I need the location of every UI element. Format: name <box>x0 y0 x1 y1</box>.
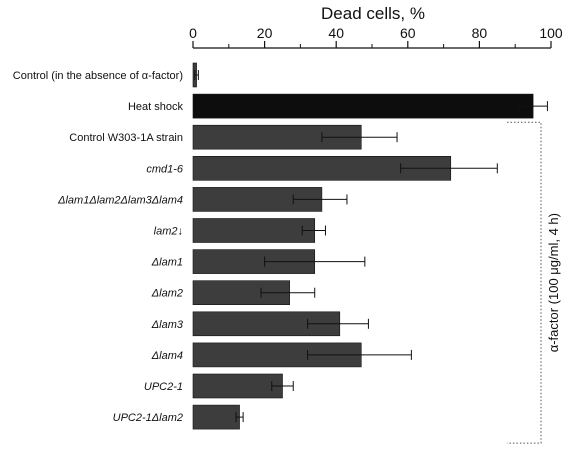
category-label: Control (in the absence of α-factor) <box>13 70 183 82</box>
x-tick-label: 0 <box>189 25 197 41</box>
x-tick-label: 60 <box>400 25 416 41</box>
alpha-factor-bracket: α-factor (100 μg/ml, 4 h) <box>507 121 561 444</box>
category-label: Δlam4 <box>151 350 183 362</box>
x-tick-label: 20 <box>257 25 273 41</box>
bars-group <box>192 62 548 430</box>
x-tick-label: 40 <box>328 25 344 41</box>
category-labels: Control (in the absence of α-factor) Heat… <box>13 70 184 424</box>
category-label: Δlam1 <box>151 257 183 269</box>
bar <box>192 93 534 119</box>
category-label: Δlam3 <box>151 319 184 331</box>
x-tick-label: 100 <box>539 25 563 41</box>
bar <box>192 218 316 243</box>
category-label: Control W303-1A strain <box>69 132 183 144</box>
bar <box>192 404 240 430</box>
category-label: lam2↓ <box>154 226 183 238</box>
x-axis: 0 20 40 60 80 100 <box>189 25 563 49</box>
bracket-label: α-factor (100 μg/ml, 4 h) <box>546 213 561 352</box>
bracket-line <box>507 121 542 444</box>
category-label: Δlam2 <box>151 288 183 300</box>
category-label: Δlam1Δlam2Δlam3Δlam4 <box>57 194 183 206</box>
x-tick-label: 80 <box>472 25 488 41</box>
chart-title: Dead cells, % <box>321 4 425 23</box>
bar <box>192 373 283 399</box>
category-label: UPC2-1 <box>144 381 183 393</box>
category-label: cmd1-6 <box>146 163 184 175</box>
category-label: UPC2-1Δlam2 <box>113 412 183 424</box>
category-label: Heat shock <box>128 101 184 113</box>
